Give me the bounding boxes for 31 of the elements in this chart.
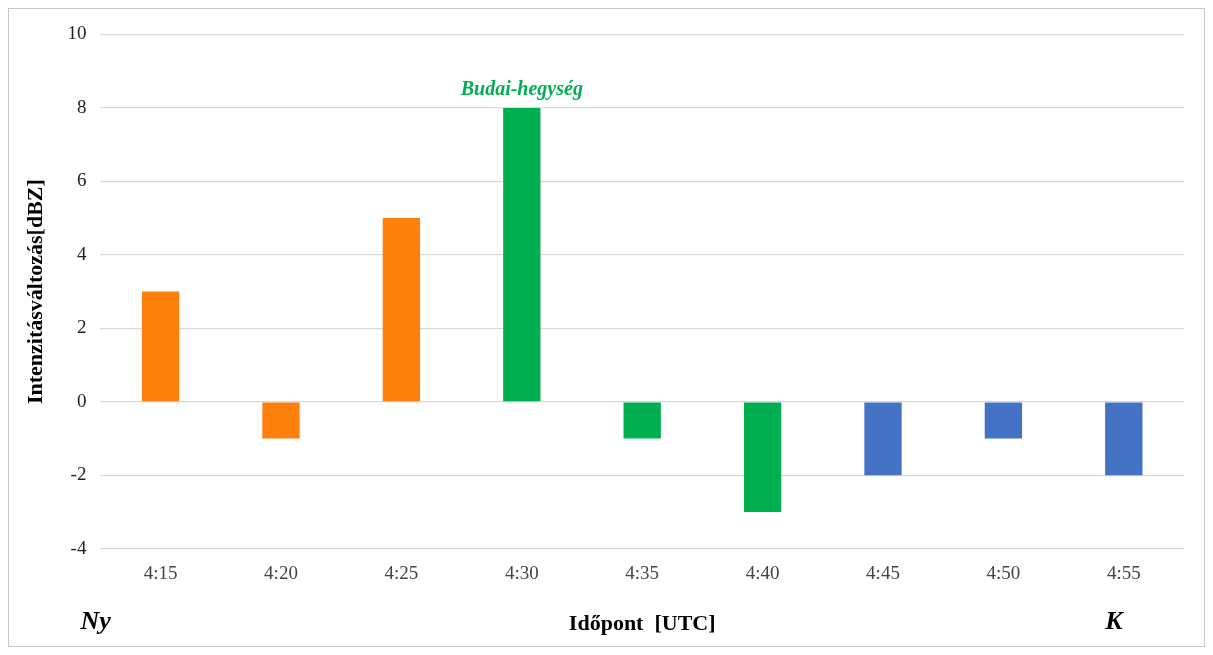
y-tick-label: 6 xyxy=(76,169,87,191)
bar xyxy=(141,291,180,402)
bar xyxy=(503,107,541,402)
y-axis-title: Intenzitásváltozás[dBZ] xyxy=(21,179,47,405)
x-tick-label: 4:15 xyxy=(143,562,178,584)
bar xyxy=(984,402,1023,439)
bar xyxy=(1105,402,1143,476)
bar xyxy=(864,402,902,476)
bar xyxy=(623,402,661,439)
bar xyxy=(262,402,300,439)
x-axis-title: Időpont [UTC] xyxy=(568,610,716,636)
y-tick-label: 10 xyxy=(67,22,87,44)
x-tick-label: 4:55 xyxy=(1106,562,1141,584)
text: K xyxy=(1104,605,1125,635)
x-tick-label: 4:25 xyxy=(384,562,419,584)
y-tick-label: 0 xyxy=(76,389,87,411)
y-tick-label: -2 xyxy=(70,463,87,485)
x-tick-label: 4:45 xyxy=(866,562,900,584)
x-tick-label: 4:40 xyxy=(745,562,780,584)
x-tick-label: 4:20 xyxy=(264,562,298,584)
annotation: Budai-hegység xyxy=(459,77,583,101)
x-tick-label: 4:35 xyxy=(625,562,660,584)
text: Ny xyxy=(79,605,112,635)
y-tick-label: 8 xyxy=(76,95,87,117)
y-tick-label: 4 xyxy=(76,242,87,264)
bar xyxy=(382,218,421,402)
y-tick-label: -4 xyxy=(70,536,87,558)
y-tick-label: 2 xyxy=(76,316,87,338)
x-tick-label: 4:50 xyxy=(986,562,1021,584)
x-tick-label: 4:30 xyxy=(504,562,539,584)
bar xyxy=(743,402,782,513)
